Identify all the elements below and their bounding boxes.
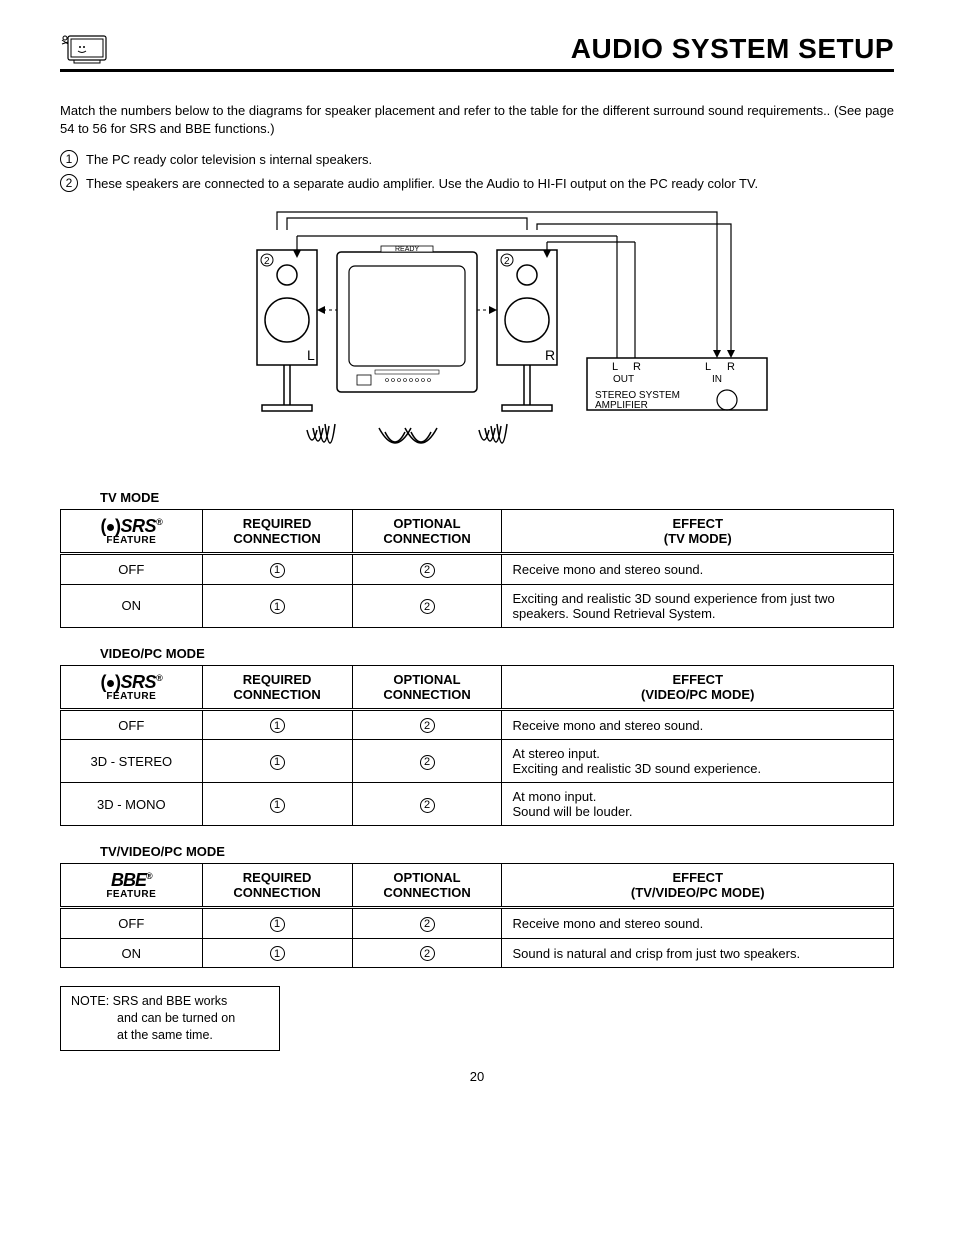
intro-text: Match the numbers below to the diagrams … bbox=[60, 102, 894, 138]
circled-2-icon: 2 bbox=[420, 798, 435, 813]
amp-in: IN bbox=[712, 374, 722, 385]
srs-logo-icon: ()SRS® bbox=[100, 516, 162, 536]
label-left: L bbox=[307, 347, 315, 363]
circled-2-icon: 2 bbox=[420, 563, 435, 578]
col-required-header: REQUIREDCONNECTION bbox=[202, 864, 352, 908]
table-row: 3D - STEREO 1 2 At stereo input.Exciting an… bbox=[61, 740, 894, 783]
bullet-1-text: The PC ready color television s internal… bbox=[86, 152, 372, 167]
col-required-header: REQUIREDCONNECTION bbox=[202, 665, 352, 709]
bullet-2: 2 These speakers are connected to a sepa… bbox=[60, 174, 894, 192]
cell-feature: 3D - MONO bbox=[61, 783, 203, 826]
page-title: AUDIO SYSTEM SETUP bbox=[571, 33, 894, 65]
circled-1-icon: 1 bbox=[270, 798, 285, 813]
cell-required: 1 bbox=[202, 783, 352, 826]
cell-feature: OFF bbox=[61, 908, 203, 939]
note-line-2: and can be turned on bbox=[71, 1010, 269, 1027]
cell-optional: 2 bbox=[352, 584, 502, 627]
table-row: ON 1 2 Sound is natural and crisp from just… bbox=[61, 938, 894, 968]
cell-effect: Receive mono and stereo sound. bbox=[502, 908, 894, 939]
srs-logo-icon: ()SRS® bbox=[100, 672, 162, 692]
table-row: OFF 1 2 Receive mono and stereo sound. bbox=[61, 554, 894, 585]
table-row: OFF 1 2 Receive mono and stereo sound. bbox=[61, 709, 894, 740]
speaker-diagram: L 2 R 2 READY bbox=[60, 210, 894, 480]
cell-effect: At stereo input.Exciting and realistic 3… bbox=[502, 740, 894, 783]
col-effect-header: EFFECT(TV/VIDEO/PC MODE) bbox=[502, 864, 894, 908]
label-two-r: 2 bbox=[504, 256, 510, 267]
circled-one-icon: 1 bbox=[60, 150, 78, 168]
table-row: ON 1 2 Exciting and realistic 3D sound expe… bbox=[61, 584, 894, 627]
circled-two-icon: 2 bbox=[60, 174, 78, 192]
amp-r-in: R bbox=[727, 361, 735, 373]
circled-2-icon: 2 bbox=[420, 718, 435, 733]
cell-required: 1 bbox=[202, 554, 352, 585]
label-right: R bbox=[545, 347, 555, 363]
col-effect-header: EFFECT(VIDEO/PC MODE) bbox=[502, 665, 894, 709]
circled-1-icon: 1 bbox=[270, 718, 285, 733]
cell-required: 1 bbox=[202, 740, 352, 783]
note-box: NOTE: SRS and BBE works and can be turne… bbox=[60, 986, 280, 1051]
amp-r-out: R bbox=[633, 361, 641, 373]
cell-effect: Receive mono and stereo sound. bbox=[502, 554, 894, 585]
circled-2-icon: 2 bbox=[420, 917, 435, 932]
col-optional-header: OPTIONALCONNECTION bbox=[352, 510, 502, 554]
page-header: AUDIO SYSTEM SETUP bbox=[60, 30, 894, 72]
tv-icon bbox=[60, 30, 110, 65]
cell-effect: Receive mono and stereo sound. bbox=[502, 709, 894, 740]
mode-label: VIDEO/PC MODE bbox=[100, 646, 894, 661]
bullet-1: 1 The PC ready color television s intern… bbox=[60, 150, 894, 168]
mode-label: TV MODE bbox=[100, 490, 894, 505]
cell-feature: OFF bbox=[61, 554, 203, 585]
circled-1-icon: 1 bbox=[270, 599, 285, 614]
mode-label: TV/VIDEO/PC MODE bbox=[100, 844, 894, 859]
bullet-2-text: These speakers are connected to a separa… bbox=[86, 176, 758, 191]
cell-optional: 2 bbox=[352, 709, 502, 740]
cell-effect: At mono input.Sound will be louder. bbox=[502, 783, 894, 826]
amp-l-in: L bbox=[705, 361, 711, 373]
col-required-header: REQUIREDCONNECTION bbox=[202, 510, 352, 554]
cell-optional: 2 bbox=[352, 554, 502, 585]
cell-feature: ON bbox=[61, 584, 203, 627]
cell-effect: Sound is natural and crisp from just two… bbox=[502, 938, 894, 968]
amp-out: OUT bbox=[613, 374, 634, 385]
table-row: 3D - MONO 1 2 At mono input.Sound will be l… bbox=[61, 783, 894, 826]
cell-feature: ON bbox=[61, 938, 203, 968]
circled-1-icon: 1 bbox=[270, 755, 285, 770]
feature-table: ()SRS®FEATUREREQUIREDCONNECTIONOPTIONALC… bbox=[60, 509, 894, 628]
feature-table: BBE®FEATUREREQUIREDCONNECTIONOPTIONALCON… bbox=[60, 863, 894, 968]
cell-optional: 2 bbox=[352, 740, 502, 783]
cell-optional: 2 bbox=[352, 783, 502, 826]
cell-feature: OFF bbox=[61, 709, 203, 740]
col-feature-header: BBE®FEATURE bbox=[61, 864, 203, 908]
col-optional-header: OPTIONALCONNECTION bbox=[352, 665, 502, 709]
table-row: OFF 1 2 Receive mono and stereo sound. bbox=[61, 908, 894, 939]
circled-1-icon: 1 bbox=[270, 917, 285, 932]
cell-optional: 2 bbox=[352, 938, 502, 968]
page-number: 20 bbox=[60, 1069, 894, 1084]
circled-1-icon: 1 bbox=[270, 563, 285, 578]
circled-1-icon: 1 bbox=[270, 946, 285, 961]
feature-table: ()SRS®FEATUREREQUIREDCONNECTIONOPTIONALC… bbox=[60, 665, 894, 827]
cell-feature: 3D - STEREO bbox=[61, 740, 203, 783]
amp-label-2: AMPLIFIER bbox=[595, 400, 648, 411]
col-feature-header: ()SRS®FEATURE bbox=[61, 510, 203, 554]
cell-required: 1 bbox=[202, 938, 352, 968]
cell-required: 1 bbox=[202, 908, 352, 939]
circled-2-icon: 2 bbox=[420, 755, 435, 770]
label-ready: READY bbox=[395, 246, 419, 253]
cell-required: 1 bbox=[202, 709, 352, 740]
note-line-1: NOTE: SRS and BBE works bbox=[71, 994, 227, 1008]
label-two-l: 2 bbox=[264, 256, 270, 267]
cell-effect: Exciting and realistic 3D sound experien… bbox=[502, 584, 894, 627]
circled-2-icon: 2 bbox=[420, 599, 435, 614]
col-effect-header: EFFECT(TV MODE) bbox=[502, 510, 894, 554]
cell-optional: 2 bbox=[352, 908, 502, 939]
amp-l-out: L bbox=[612, 361, 618, 373]
cell-required: 1 bbox=[202, 584, 352, 627]
col-optional-header: OPTIONALCONNECTION bbox=[352, 864, 502, 908]
circled-2-icon: 2 bbox=[420, 946, 435, 961]
col-feature-header: ()SRS®FEATURE bbox=[61, 665, 203, 709]
bbe-logo-icon: BBE® bbox=[111, 870, 152, 890]
note-line-3: at the same time. bbox=[71, 1027, 269, 1044]
